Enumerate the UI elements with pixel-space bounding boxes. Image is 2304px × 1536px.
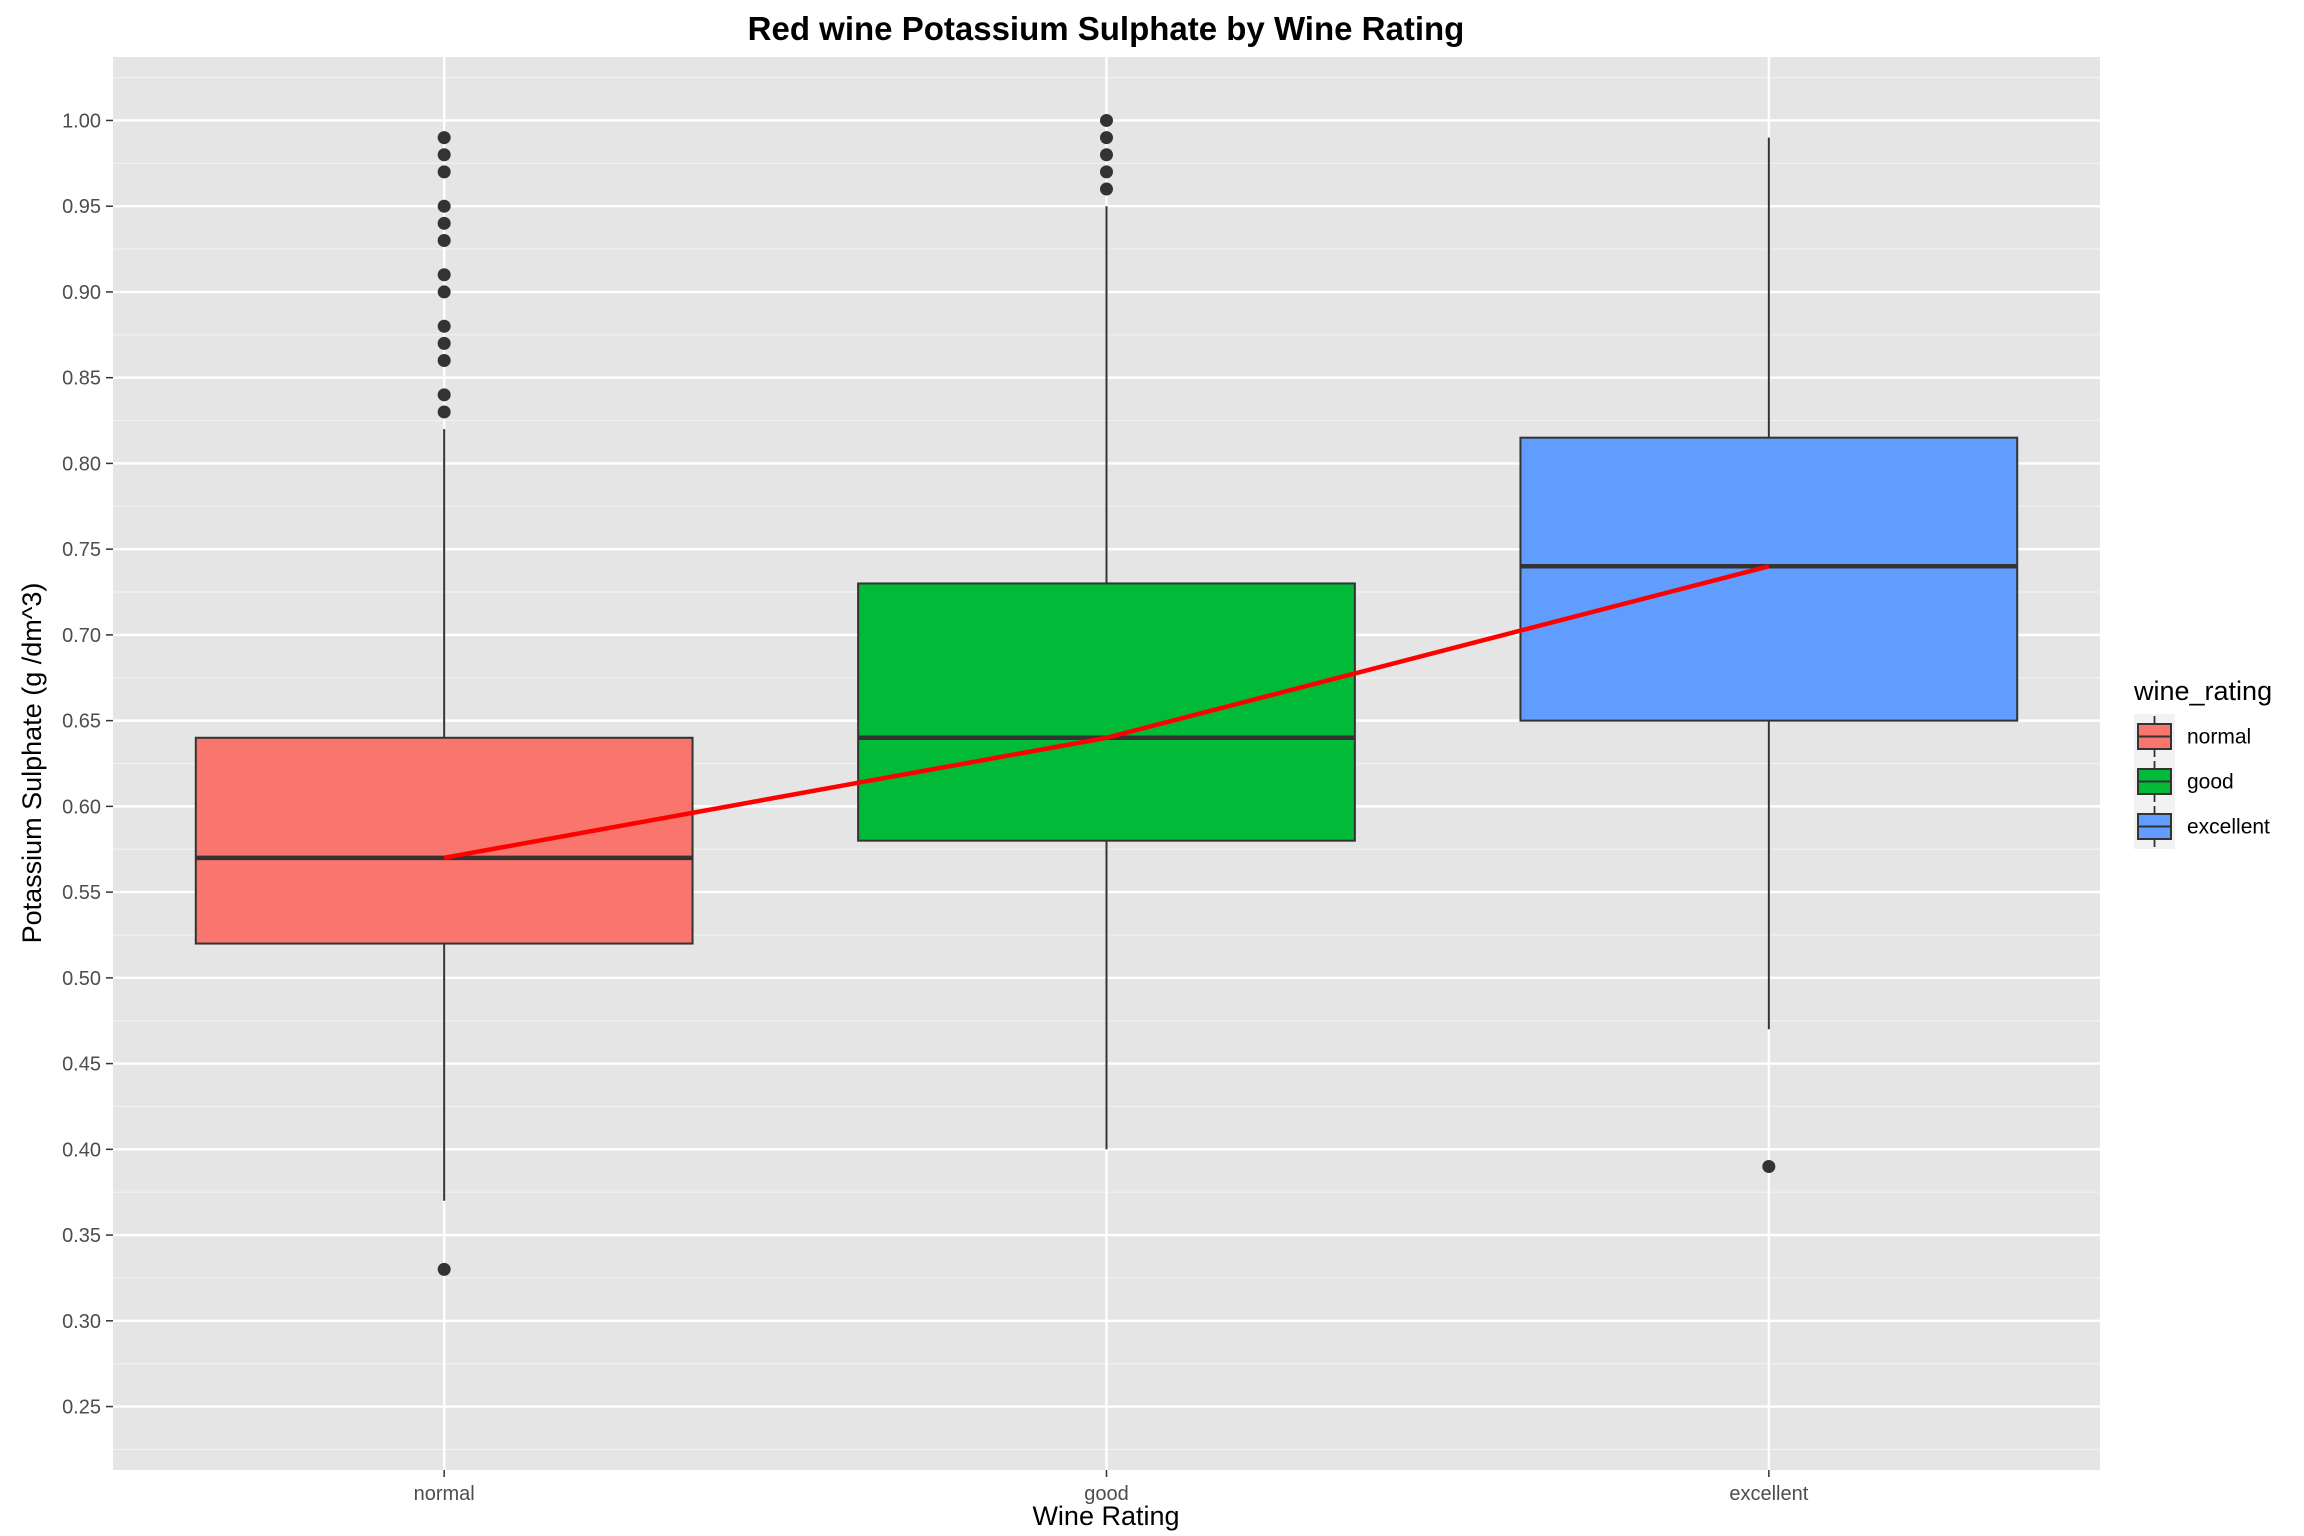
boxplots — [194, 113, 2019, 1276]
y-tick-label: 0.50 — [62, 968, 101, 990]
outlier-point — [1100, 131, 1113, 145]
outlier-point — [437, 405, 451, 419]
legend: wine_rating normal good excellent — [2133, 676, 2272, 849]
legend-label: normal — [2187, 726, 2251, 749]
outlier-point — [437, 165, 451, 179]
y-tick-label: 0.70 — [62, 625, 101, 647]
y-tick-label: 0.65 — [62, 711, 101, 733]
x-axis: normal good excellent — [414, 1470, 1809, 1505]
outlier-point — [1762, 1159, 1776, 1173]
x-axis-title: Wine Rating — [1032, 1501, 1179, 1531]
y-tick-label: 0.95 — [62, 196, 101, 218]
y-tick-label: 0.45 — [62, 1054, 101, 1076]
legend-label: excellent — [2187, 816, 2270, 839]
outlier-point — [437, 199, 451, 213]
y-tick-label: 0.90 — [62, 282, 101, 304]
boxplot-excellent — [1519, 137, 2019, 1173]
y-tick-label: 0.25 — [62, 1397, 101, 1419]
outlier-point — [437, 336, 451, 350]
legend-item-good: good — [2134, 759, 2234, 804]
y-tick-label: 0.85 — [62, 368, 101, 390]
outlier-point — [1100, 113, 1113, 127]
legend-title: wine_rating — [2133, 676, 2272, 706]
legend-item-normal: normal — [2134, 714, 2251, 759]
y-tick-label: 0.60 — [62, 796, 101, 818]
outlier-point — [437, 388, 451, 402]
boxplot-normal — [194, 131, 694, 1276]
x-tick-label: normal — [414, 1483, 475, 1505]
outlier-point — [437, 319, 451, 333]
outlier-point — [1100, 148, 1113, 162]
y-axis-title: Potassium Sulphate (g /dm^3) — [17, 583, 47, 944]
outlier-point — [437, 1262, 451, 1276]
median-trend-path — [443, 564, 1770, 861]
y-tick-label: 0.30 — [62, 1311, 101, 1333]
chart-title: Red wine Potassium Sulphate by Wine Rati… — [748, 10, 1465, 47]
box-good — [857, 582, 1356, 842]
outlier-point — [1100, 165, 1113, 179]
y-tick-label: 1.00 — [62, 110, 101, 132]
outlier-point — [437, 216, 451, 230]
outlier-point — [437, 285, 451, 299]
y-tick-label: 0.35 — [62, 1225, 101, 1247]
y-tick-label: 0.40 — [62, 1139, 101, 1161]
median-trend-line — [443, 564, 1770, 861]
y-tick-label: 0.75 — [62, 539, 101, 561]
outlier-point — [437, 131, 451, 145]
outlier-point — [437, 354, 451, 368]
y-tick-label: 0.55 — [62, 882, 101, 904]
box-excellent — [1519, 436, 2019, 722]
x-tick-label: good — [1084, 1483, 1129, 1505]
outlier-point — [437, 233, 451, 247]
y-tick-label: 0.80 — [62, 453, 101, 475]
legend-label: good — [2187, 771, 2234, 794]
outlier-point — [437, 148, 451, 162]
outlier-point — [437, 268, 451, 282]
x-tick-label: excellent — [1729, 1483, 1808, 1505]
outlier-point — [1100, 182, 1113, 196]
y-axis: 0.25 0.30 0.35 0.40 0.45 0.50 0.55 0.60 0.65 0.70… — [62, 110, 113, 1419]
legend-item-excellent: excellent — [2134, 804, 2270, 849]
boxplot-good — [857, 113, 1356, 1150]
box-normal — [194, 736, 694, 945]
